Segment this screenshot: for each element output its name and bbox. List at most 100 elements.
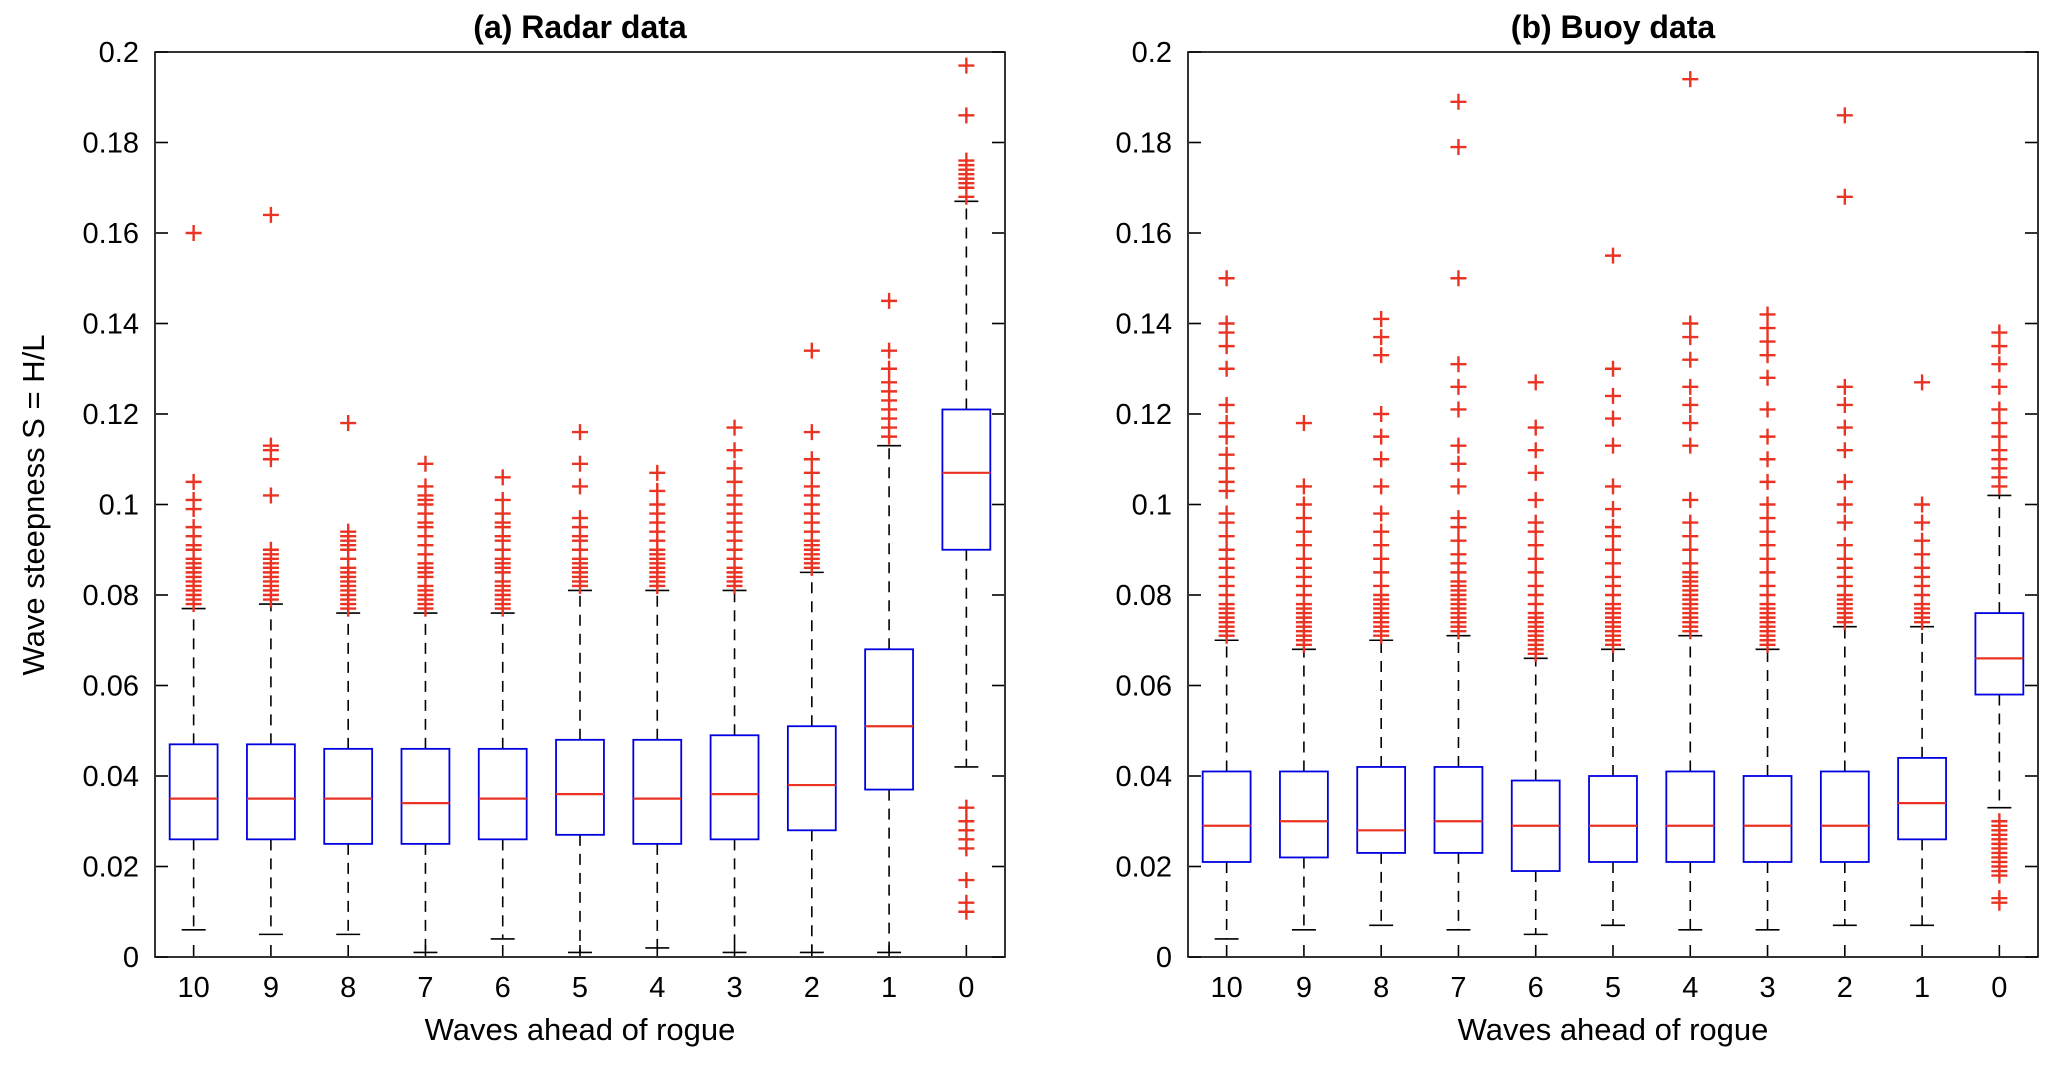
iqr-box: [941, 408, 992, 551]
box-group-3: [709, 419, 760, 954]
box-group-1: [1897, 374, 1947, 927]
x-axis: 10 9 8 7 6 5 4 3 2 1 0: [1211, 945, 2007, 1004]
x-tick-label: 7: [1450, 972, 1466, 1004]
y-tick-label: 0.08: [83, 580, 139, 612]
boxplot-chart-buoy: 0 0.02 0.04 0.06 0.08 0.1 0.12 0.14 0.16 0.18 0.2 1…: [1116, 37, 2039, 1004]
y-tick-label: 0.18: [83, 128, 139, 160]
iqr-box: [709, 734, 760, 841]
outlier-markers: [1373, 310, 1390, 644]
iqr-box: [786, 725, 837, 832]
y-tick-label: 0.14: [1116, 309, 1172, 341]
outlier-markers: [726, 419, 743, 594]
plot-frame: [154, 51, 1006, 958]
outlier-markers: [185, 225, 202, 613]
y-tick-label: 0.18: [1116, 128, 1172, 160]
iqr-box: [168, 743, 219, 841]
x-tick-label: 8: [340, 972, 356, 1004]
box-group-0: [1974, 324, 2025, 911]
y-tick-label: 0: [123, 942, 139, 974]
panel-b-x-axis-label: Waves ahead of rogue: [1457, 1012, 1769, 1047]
y-tick-label: 0.04: [83, 761, 139, 793]
outlier-markers: [1295, 415, 1312, 653]
outlier-markers: [262, 206, 279, 608]
outlier-markers: [1682, 71, 1699, 640]
outlier-markers: [803, 342, 820, 576]
outlier-markers: [1836, 107, 1853, 631]
y-tick-label: 0.06: [83, 671, 139, 703]
x-tick-label: 6: [1528, 972, 1544, 1004]
iqr-box: [1665, 770, 1716, 863]
outlier-markers: [340, 415, 357, 617]
iqr-box: [323, 747, 374, 845]
outlier-markers: [649, 464, 666, 594]
outlier-markers: [572, 424, 588, 594]
box-group-4: [1665, 71, 1716, 931]
x-tick-label: 1: [881, 972, 897, 1004]
panel-b-title: (b) Buoy data: [1510, 9, 1716, 45]
panel-a-x-axis-label: Waves ahead of rogue: [424, 1012, 736, 1047]
box-group-10: [168, 225, 219, 931]
box-group-10: [1201, 270, 1252, 940]
iqr-box: [246, 743, 296, 841]
box-group-8: [323, 415, 374, 936]
iqr-box: [1279, 770, 1329, 859]
y-tick-label: 0.1: [1132, 490, 1172, 522]
boxplot-chart-radar: 0 0.02 0.04 0.06 0.08 0.1 0.12 0.14 0.16 0.18 0.2 1…: [83, 37, 1006, 1004]
iqr-box: [632, 738, 683, 845]
iqr-box: [1201, 770, 1252, 863]
outlier-markers: [1527, 374, 1544, 662]
outlier-markers: [1914, 374, 1931, 631]
y-tick-label: 0.16: [83, 218, 139, 250]
y-tick-label: 0.12: [1116, 399, 1172, 431]
y-tick-label: 0.04: [1116, 761, 1172, 793]
box-group-5: [1588, 247, 1638, 927]
iqr-box: [864, 648, 914, 791]
iqr-box: [1433, 766, 1484, 854]
iqr-box: [1974, 612, 2025, 696]
x-tick-label: 3: [1759, 972, 1775, 1004]
box-group-8: [1356, 310, 1407, 927]
x-tick-label: 8: [1373, 972, 1389, 1004]
box-group-2: [786, 342, 837, 954]
y-tick-label: 0.02: [1116, 852, 1172, 884]
x-tick-label: 2: [1837, 972, 1853, 1004]
outlier-markers: [494, 469, 511, 617]
x-tick-label: 0: [958, 972, 974, 1004]
outlier-markers: [881, 292, 898, 445]
x-tick-label: 2: [804, 972, 820, 1004]
iqr-box: [1897, 757, 1947, 841]
box-group-6: [1510, 374, 1561, 936]
x-tick-label: 10: [178, 972, 210, 1004]
x-tick-label: 0: [1991, 972, 2007, 1004]
iqr-box: [477, 747, 528, 841]
outlier-markers: [1605, 247, 1621, 653]
x-tick-label: 5: [572, 972, 588, 1004]
box-group-9: [246, 206, 296, 936]
box-group-7: [400, 455, 451, 954]
y-tick-label: 0: [1156, 942, 1172, 974]
y-tick-label: 0.02: [83, 852, 139, 884]
panel-buoy: (b) Buoy data 0 0.02 0.04 0.06 0.08 0.1 0.12 0.…: [1033, 0, 2066, 1085]
x-tick-label: 4: [649, 972, 665, 1004]
box-group-6: [477, 469, 528, 940]
x-tick-label: 9: [263, 972, 279, 1004]
iqr-box: [1742, 775, 1793, 863]
iqr-box: [1588, 775, 1638, 863]
y-tick-label: 0.1: [99, 490, 139, 522]
box-group-5: [555, 424, 605, 954]
outlier-markers: [1218, 270, 1235, 644]
box-group-9: [1279, 415, 1329, 931]
outlier-markers: [1991, 324, 2008, 911]
x-tick-label: 6: [495, 972, 511, 1004]
x-tick-label: 7: [417, 972, 433, 1004]
panel-a-title: (a) Radar data: [473, 9, 687, 45]
x-tick-label: 1: [1914, 972, 1930, 1004]
box-group-4: [632, 464, 683, 949]
outlier-markers: [958, 57, 975, 920]
y-tick-label: 0.06: [1116, 671, 1172, 703]
iqr-box: [1510, 779, 1561, 872]
y-tick-label: 0.16: [1116, 218, 1172, 250]
iqr-box: [555, 738, 605, 836]
box-group-2: [1819, 107, 1870, 927]
y-tick-label: 0.2: [99, 37, 139, 69]
